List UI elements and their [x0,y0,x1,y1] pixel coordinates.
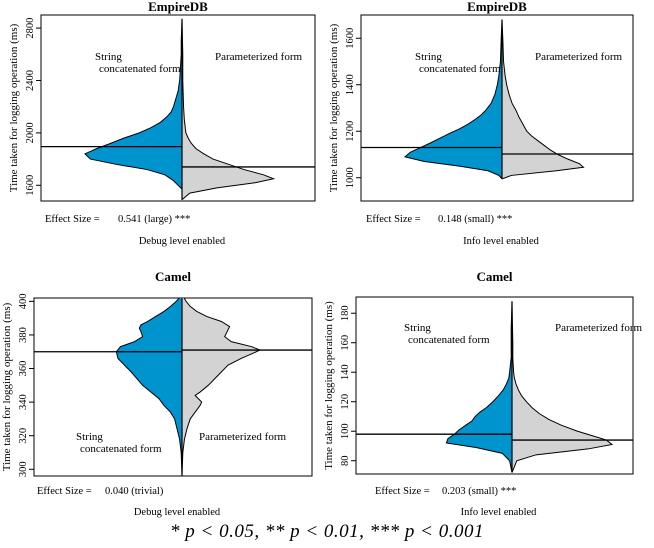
y-tick-label: 1600 [25,175,36,196]
plot-frame [40,14,316,202]
left-violin-half [403,19,503,180]
y-tick-label: 380 [18,327,29,343]
y-tick-label: 2800 [25,18,36,39]
violin-panel-1: EmpireDB 1600 2000 2400 2800 Time taken for l… [8,0,316,247]
plot-area [41,18,315,201]
left-series-label: concatenated form [419,63,501,75]
effect-size-label: Effect Size = [366,214,421,225]
panel-title: Camel [155,269,191,284]
violin-panel-3: Camel 300 320 340 360 380 400 Time taken for lo… [1,269,313,518]
left-series-label: concatenated form [408,334,490,346]
y-tick-label: 80 [340,455,351,466]
right-violin-half [501,19,585,180]
plot-frame [33,297,313,477]
panel-title: EmpireDB [148,0,208,14]
y-tick-label: 1200 [345,121,356,142]
y-tick-label: 100 [340,423,351,439]
left-series-label: concatenated form [80,443,162,455]
y-tick-label: 2000 [25,122,36,143]
left-series-label: String [404,322,431,334]
y-tick-label: 160 [340,335,351,351]
plot-area [361,19,633,180]
panel-title: Camel [476,269,512,284]
right-series-label: Parameterized form [199,431,286,443]
x-axis-label: Info level enabled [463,236,540,247]
y-tick-label: 400 [18,293,29,309]
y-tick-label: 1000 [345,167,356,188]
plot-frame [355,296,634,475]
y-tick-label: 120 [340,394,351,410]
right-series-label: Parameterized form [535,51,622,63]
left-series-label: String [76,431,103,443]
right-violin-half [181,298,262,476]
y-tick-label: 340 [18,394,29,410]
effect-size-label: Effect Size = [37,486,92,497]
effect-size-label: Effect Size = [375,486,430,497]
left-series-label: concatenated form [99,63,181,75]
panel-title: EmpireDB [467,0,527,14]
plot-frame [360,14,634,202]
y-axis-label: Time taken for logging operation (ms) [1,302,13,471]
violin-panel-4: Camel 80 100 120 140 160 180 Time taken for log… [323,269,642,518]
y-tick-label: 140 [340,364,351,380]
x-axis-label: Debug level enabled [139,236,226,247]
y-tick-label: 1400 [345,74,356,95]
y-tick-label: 320 [18,428,29,444]
violin-panel-2: EmpireDB 1000 1200 1400 1600 Time taken for l… [328,0,634,247]
x-axis-label: Debug level enabled [134,507,221,518]
effect-size-value: 0.040 (trivial) [105,486,164,497]
effect-size-value: 0.203 (small) *** [442,486,516,497]
y-tick-label: 300 [18,461,29,477]
effect-size-label: Effect Size = [45,214,100,225]
right-series-label: Parameterized form [555,322,642,334]
left-violin-half [84,18,183,190]
plot-area [34,298,312,476]
y-tick-label: 180 [340,305,351,321]
effect-size-value: 0.148 (small) *** [438,214,512,225]
plot-area [356,301,633,473]
y-axis-label: Time taken for logging operation (ms) [8,23,20,192]
right-violin-half [181,18,276,201]
left-series-label: String [415,51,442,63]
y-axis-label: Time taken for logging operation (ms) [328,23,340,192]
y-tick-label: 1600 [345,28,356,49]
y-axis-label: Time taken for logging operation (ms) [323,301,335,470]
x-axis-label: Info level enabled [461,507,538,518]
right-violin-half [511,301,614,473]
left-violin-half [445,301,513,473]
significance-note: * p < 0.05, ** p < 0.01, *** p < 0.001 [170,521,484,542]
right-series-label: Parameterized form [215,51,302,63]
left-series-label: String [95,51,122,63]
y-tick-label: 360 [18,361,29,377]
effect-size-value: 0.541 (large) *** [118,214,190,225]
y-tick-label: 2400 [25,70,36,91]
